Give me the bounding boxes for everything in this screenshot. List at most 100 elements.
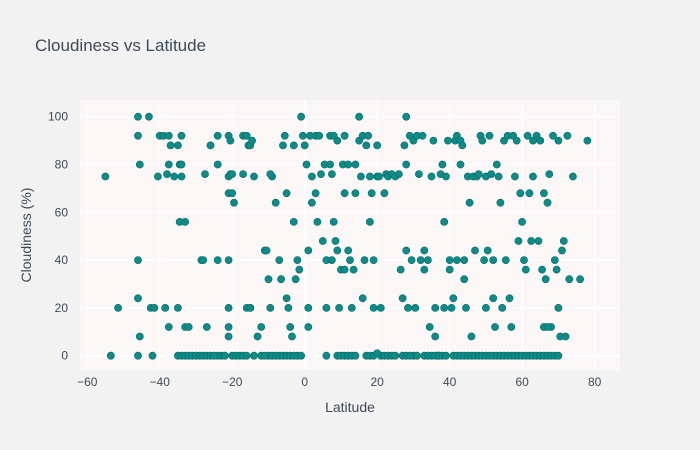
data-point <box>318 237 327 245</box>
data-point <box>264 275 273 284</box>
data-point <box>307 172 316 181</box>
data-point <box>400 141 409 150</box>
data-point <box>418 131 427 140</box>
data-point <box>257 323 266 331</box>
data-point <box>420 265 429 274</box>
data-point <box>543 198 552 207</box>
x-tick-label: −60 <box>77 375 98 389</box>
data-point <box>275 256 284 264</box>
data-point <box>549 131 557 140</box>
data-point <box>307 198 316 207</box>
data-point <box>496 198 505 207</box>
data-point <box>474 170 483 178</box>
data-point <box>289 217 298 226</box>
data-point <box>449 294 458 303</box>
data-point <box>340 131 349 140</box>
data-point <box>298 131 307 140</box>
data-point <box>480 256 488 264</box>
data-point <box>514 237 523 245</box>
data-points <box>101 112 592 360</box>
data-point <box>277 275 285 284</box>
chart-title: Cloudiness vs Latitude <box>35 36 206 55</box>
data-point <box>402 112 411 121</box>
data-point <box>402 160 411 169</box>
data-point <box>405 351 414 360</box>
x-tick-label: −20 <box>222 375 243 389</box>
data-point <box>543 323 552 331</box>
data-point <box>505 294 514 303</box>
data-point <box>150 303 159 312</box>
data-point <box>462 303 470 312</box>
x-tick-label: 0 <box>301 375 308 389</box>
data-point <box>333 246 342 255</box>
data-point <box>228 170 237 178</box>
data-point <box>224 256 233 264</box>
data-point <box>228 189 237 198</box>
data-point <box>164 131 173 140</box>
data-point <box>163 170 171 178</box>
data-point <box>447 303 456 312</box>
data-point <box>170 172 179 181</box>
data-point <box>443 136 452 145</box>
data-point <box>347 303 356 312</box>
data-point <box>423 256 432 264</box>
data-point <box>206 141 215 150</box>
data-point <box>365 172 374 181</box>
data-point <box>516 189 525 198</box>
data-point <box>322 351 331 360</box>
data-point <box>559 237 568 245</box>
data-point <box>407 256 416 264</box>
data-point <box>135 332 144 341</box>
data-point <box>416 256 425 264</box>
data-point <box>135 160 144 169</box>
data-point <box>224 323 233 331</box>
data-point <box>271 198 280 207</box>
data-point <box>487 170 496 178</box>
data-point <box>431 332 440 341</box>
data-point <box>134 112 142 121</box>
x-tick-label: 60 <box>515 375 529 389</box>
data-point <box>246 303 255 312</box>
data-point <box>431 303 440 312</box>
data-point <box>391 351 400 360</box>
data-point <box>262 246 271 255</box>
data-point <box>569 172 577 181</box>
data-point <box>394 170 403 178</box>
data-point <box>304 303 313 312</box>
data-point <box>106 351 115 360</box>
data-point <box>239 170 247 178</box>
data-point <box>491 323 499 331</box>
x-tick-label: 20 <box>371 375 385 389</box>
data-point <box>315 131 324 140</box>
data-point <box>144 112 153 121</box>
data-point <box>511 172 519 181</box>
data-point <box>295 265 304 274</box>
data-point <box>248 136 256 145</box>
data-point <box>327 170 336 178</box>
data-point <box>481 303 490 312</box>
data-point <box>333 136 342 145</box>
data-point <box>529 172 537 181</box>
data-point <box>376 303 385 312</box>
data-point <box>541 275 550 284</box>
data-point <box>329 217 338 226</box>
data-point <box>360 256 369 264</box>
data-point <box>398 294 407 303</box>
data-point <box>293 256 302 264</box>
data-point <box>250 351 258 360</box>
data-point <box>429 136 438 145</box>
data-point <box>177 131 186 140</box>
data-point <box>576 275 584 284</box>
data-point <box>355 112 363 121</box>
data-point <box>331 237 340 245</box>
data-point <box>153 172 162 181</box>
data-point <box>349 265 358 274</box>
data-point <box>280 131 289 140</box>
data-point <box>164 160 173 169</box>
data-point <box>351 351 360 360</box>
data-point <box>177 160 186 169</box>
data-point <box>442 172 450 181</box>
data-point <box>282 189 291 198</box>
data-point <box>304 246 313 255</box>
data-point <box>501 256 510 264</box>
